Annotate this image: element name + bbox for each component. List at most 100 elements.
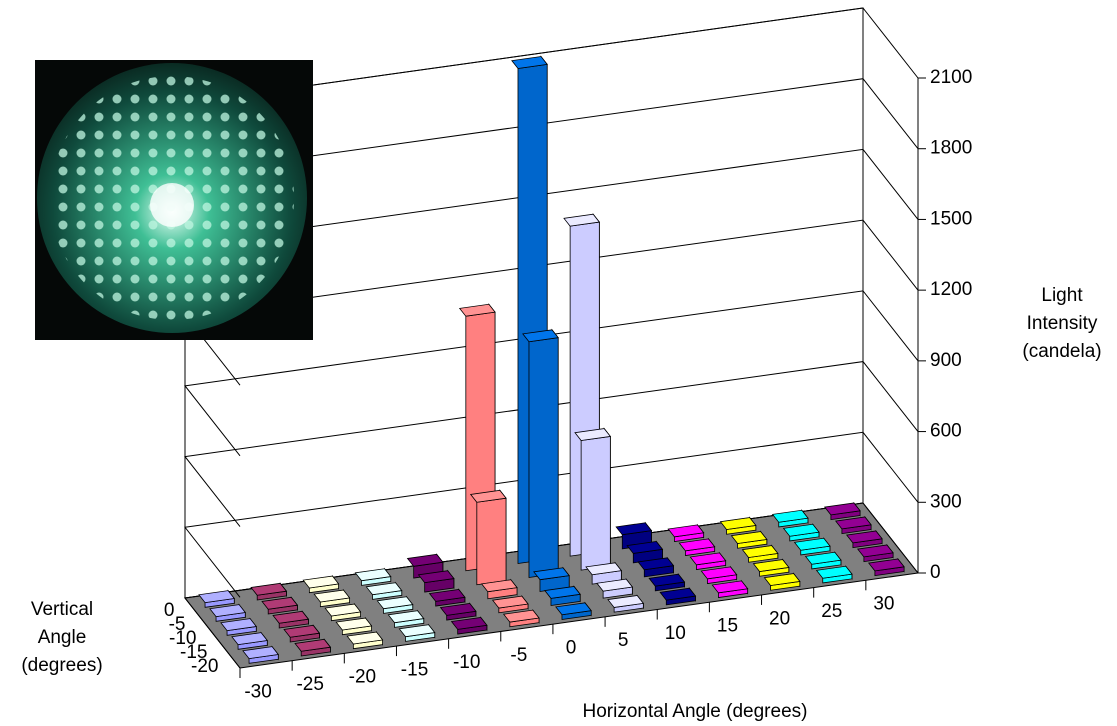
bar-top: [250, 582, 288, 596]
x-tick-label: 20: [769, 608, 790, 629]
x-tick-label: 25: [821, 601, 842, 622]
bar-top: [711, 580, 749, 594]
bar: [302, 574, 340, 594]
bar-top: [450, 617, 488, 630]
bar-top: [231, 632, 269, 646]
bar: [480, 578, 518, 600]
bar-top: [678, 538, 716, 552]
bar-top: [823, 502, 861, 516]
bar-top: [544, 586, 581, 599]
bar: [711, 579, 749, 599]
y-axis-title: Intensity: [1027, 313, 1098, 334]
bar: [398, 623, 436, 642]
bar: [667, 523, 705, 543]
bar-top: [522, 329, 559, 343]
bar-top: [867, 558, 905, 572]
bar: [856, 543, 894, 563]
bar-top: [458, 303, 496, 317]
bar-front: [580, 435, 611, 571]
bar-top: [648, 573, 686, 587]
bar-top: [242, 646, 280, 660]
row-axis-title: Angle: [38, 627, 87, 648]
bar-top: [596, 578, 634, 592]
bar-top: [730, 531, 768, 544]
row-label: -20: [191, 656, 218, 677]
bar-top: [354, 568, 392, 582]
bar-top: [533, 567, 570, 581]
bar: [242, 645, 280, 664]
bar-top: [834, 516, 872, 530]
bar: [261, 596, 299, 615]
x-tick-label: 30: [873, 594, 894, 615]
bar-top: [428, 589, 466, 602]
bar-top: [313, 589, 351, 603]
bar-top: [615, 522, 653, 536]
x-tick-label: -10: [453, 652, 480, 673]
bar-front: [528, 337, 559, 578]
bar-top: [209, 604, 247, 618]
bar-top: [480, 579, 518, 593]
bar-top: [752, 559, 790, 572]
y-tick-label: 600: [930, 421, 962, 442]
x-axis-title: Horizontal Angle (degrees): [583, 701, 808, 722]
x-tick-label: 5: [618, 630, 629, 651]
bar: [719, 516, 757, 535]
y-tick-label: 2100: [930, 67, 972, 88]
bar-top: [511, 56, 548, 69]
bar: [346, 630, 384, 650]
y-tick-label: 1200: [930, 279, 972, 300]
bar-top: [261, 596, 299, 610]
row-axis-title: Vertical: [31, 599, 93, 620]
bar: [867, 557, 905, 577]
y-tick-label: 300: [930, 491, 962, 512]
bar-top: [302, 575, 340, 589]
bar-top: [845, 530, 883, 544]
bar-top: [700, 566, 738, 580]
bar: [533, 566, 570, 592]
bar: [544, 585, 581, 606]
bar-top: [346, 631, 384, 645]
x-tick-label: -30: [244, 681, 271, 702]
bar-top: [283, 624, 321, 638]
bar-top: [782, 523, 820, 537]
bar-top: [771, 509, 809, 523]
bar-top: [198, 590, 236, 604]
bar: [335, 616, 373, 636]
row-label: -10: [169, 628, 196, 649]
y-tick-label: 900: [930, 350, 962, 371]
bar: [637, 556, 675, 578]
bar-top: [585, 562, 623, 576]
bar-top: [502, 609, 540, 623]
bar: [596, 577, 634, 599]
x-tick-label: 0: [566, 638, 577, 659]
bar: [417, 569, 455, 593]
bar: [376, 595, 414, 614]
bar: [220, 617, 258, 636]
bar-top: [294, 638, 332, 652]
bar: [198, 589, 236, 608]
lamp-highlight: [150, 183, 194, 227]
bar: [845, 529, 883, 549]
bar: [823, 501, 861, 521]
y-axis-title: (candela): [1022, 341, 1101, 362]
bar-top: [659, 587, 697, 601]
bar: [439, 602, 477, 621]
bar-top: [574, 428, 612, 441]
x-tick-label: -5: [510, 645, 527, 666]
bar-top: [763, 573, 801, 586]
bar: [324, 602, 362, 622]
bar-top: [335, 617, 373, 631]
x-tick-label: 10: [665, 623, 686, 644]
row-label: -5: [169, 614, 186, 635]
bar: [678, 537, 716, 557]
bar: [313, 588, 351, 608]
bar-top: [719, 517, 757, 530]
bar: [491, 594, 529, 614]
row-label: -15: [180, 642, 207, 663]
bar: [231, 631, 269, 650]
x-tick-label: -20: [349, 667, 376, 688]
bar: [387, 609, 425, 628]
y-tick-label: 1800: [930, 138, 972, 159]
